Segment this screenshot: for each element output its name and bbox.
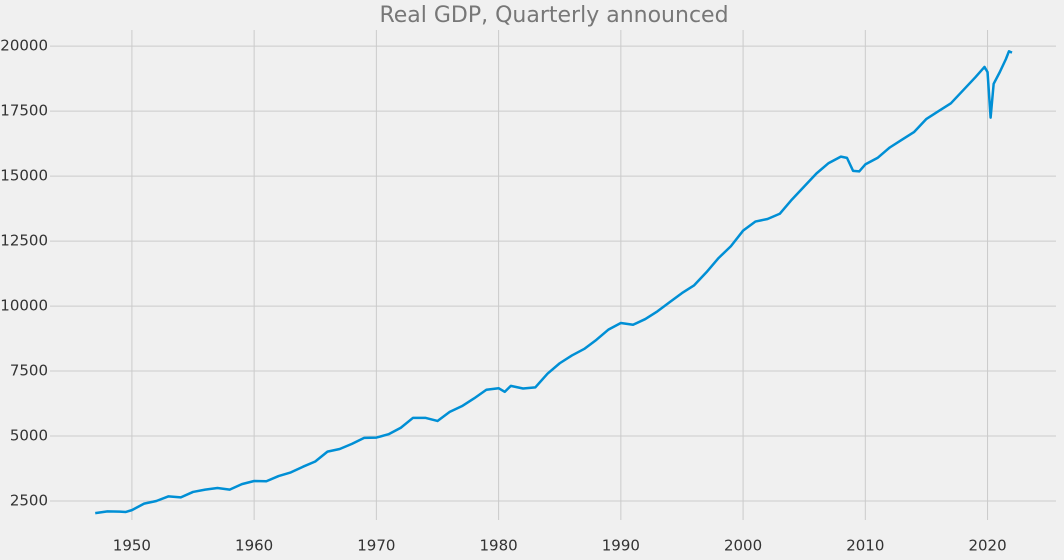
y-tick-label: 2500 (10, 492, 48, 510)
x-tick-label: 2020 (968, 537, 1006, 555)
y-tick-label: 7500 (10, 362, 48, 380)
y-tick-label: 12500 (0, 232, 48, 250)
x-tick-label: 1950 (113, 537, 151, 555)
x-tick-label: 2000 (724, 537, 762, 555)
x-tick-label: 1980 (480, 537, 518, 555)
data-line (95, 50, 1013, 515)
y-tick-label: 20000 (0, 37, 48, 55)
x-tick-label: 1970 (357, 537, 395, 555)
grid (50, 30, 1056, 520)
x-tick-label: 1990 (602, 537, 640, 555)
x-tick-label: 2010 (846, 537, 884, 555)
y-tick-label: 15000 (0, 167, 48, 185)
y-tick-label: 10000 (0, 297, 48, 315)
y-tick-label: 17500 (0, 102, 48, 120)
y-tick-label: 5000 (10, 427, 48, 445)
chart-title: Real GDP, Quarterly announced (379, 3, 728, 28)
x-tick-label: 1960 (235, 537, 273, 555)
